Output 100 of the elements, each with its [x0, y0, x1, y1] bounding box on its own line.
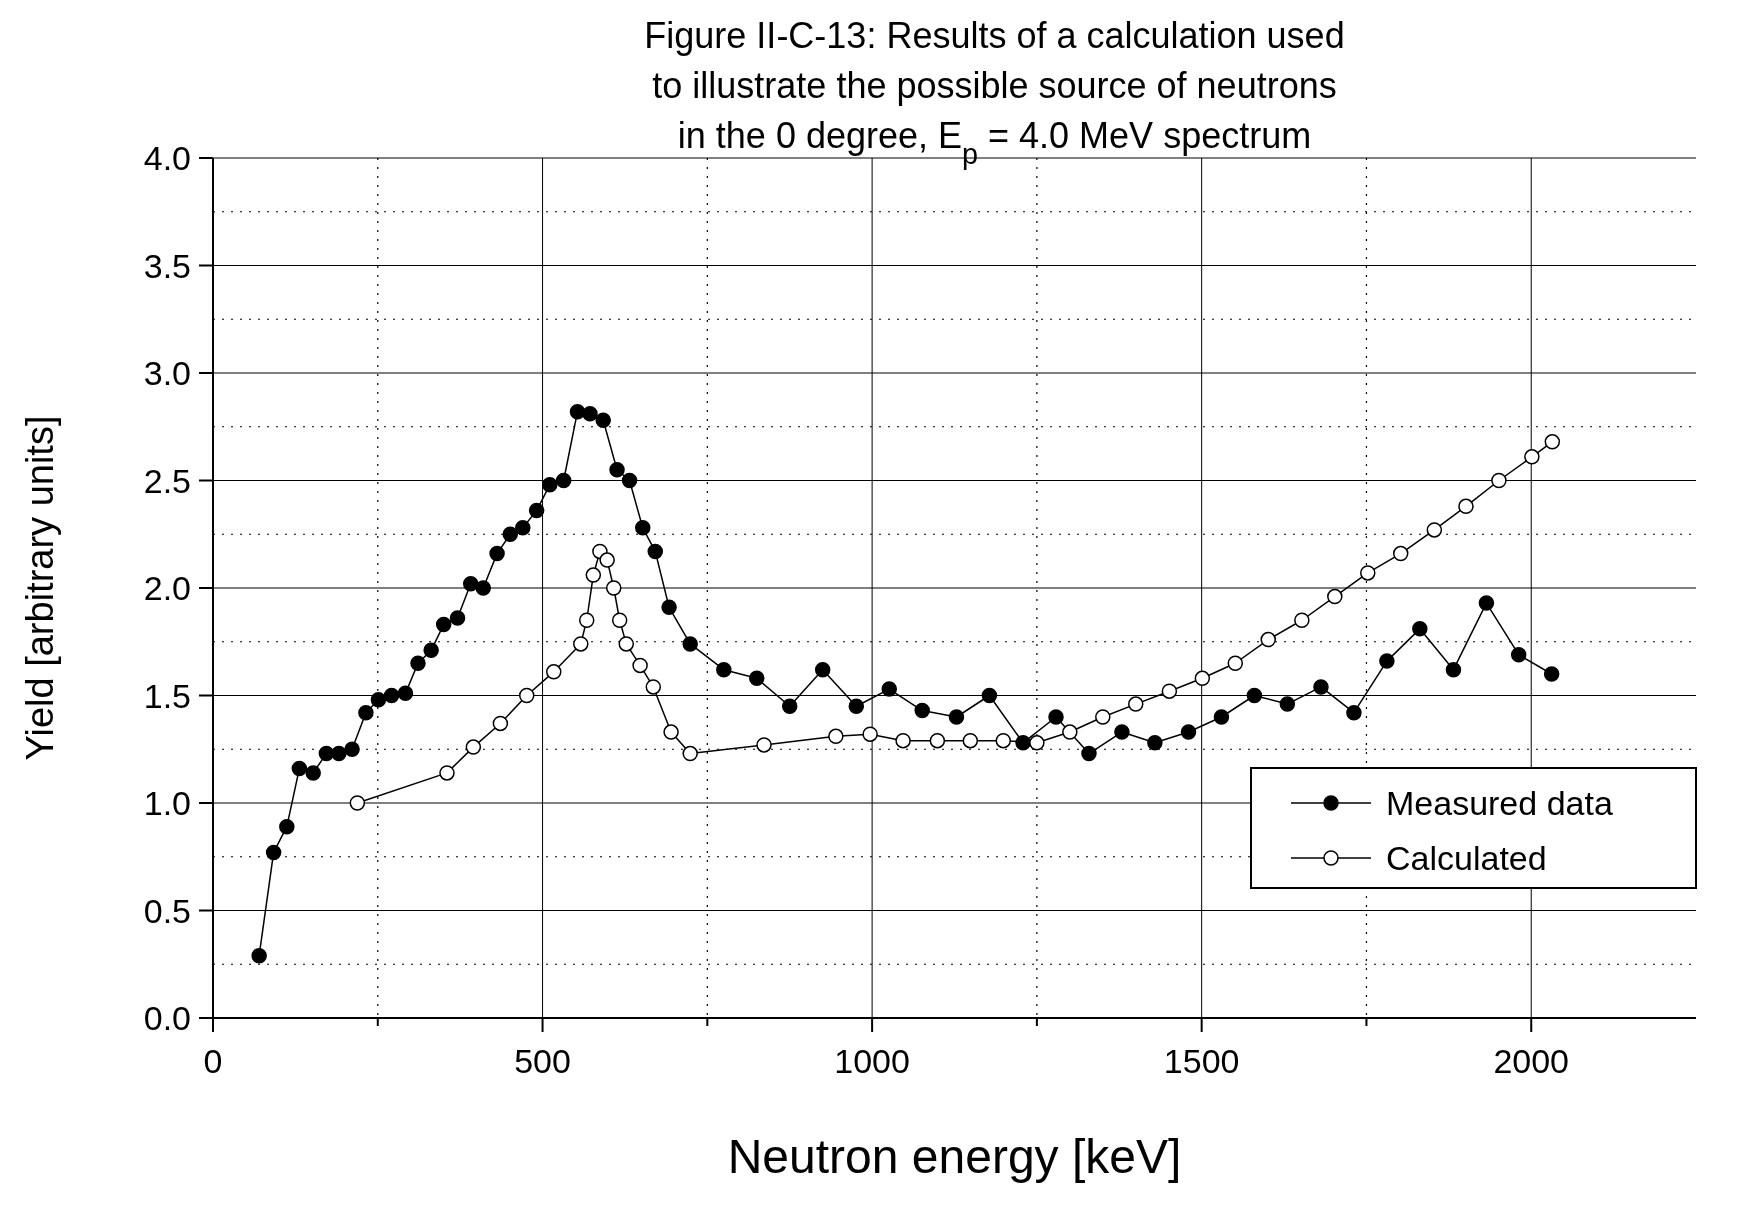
point [645, 679, 662, 695]
point [1213, 709, 1230, 725]
point [1194, 670, 1211, 687]
point [435, 616, 452, 633]
y-tick-label: 0.0 [143, 999, 191, 1037]
point [585, 567, 602, 583]
point [605, 580, 622, 596]
point [914, 702, 930, 719]
point [781, 698, 798, 714]
point [632, 657, 648, 674]
point [1048, 709, 1064, 725]
point [981, 687, 998, 704]
point [621, 472, 638, 489]
point [515, 520, 531, 536]
point [1260, 631, 1276, 648]
point [1227, 655, 1244, 671]
point [462, 575, 479, 592]
point [305, 765, 321, 781]
point [1360, 565, 1376, 581]
x-tick-label: 1500 [1163, 1042, 1240, 1080]
point [410, 655, 426, 671]
point [542, 477, 558, 493]
point [828, 728, 844, 745]
point [518, 687, 535, 704]
point [573, 636, 589, 652]
legend-label: Measured data [1386, 784, 1613, 822]
point [611, 612, 628, 628]
point [1524, 449, 1540, 465]
point [895, 732, 911, 749]
point [647, 543, 664, 560]
point [291, 760, 308, 777]
point [331, 745, 347, 762]
y-tick-label: 4.0 [143, 139, 191, 177]
point [489, 545, 505, 562]
point [1543, 666, 1560, 682]
point [1510, 646, 1527, 663]
point [1114, 724, 1130, 740]
point [1426, 522, 1443, 538]
point [383, 687, 400, 704]
point [465, 739, 482, 755]
point [475, 580, 491, 596]
chart-title: Figure II-C-13: Results of a calculation used to illustrate the possible source of neutrons in the 0 degree, E$_{p}$ = 4.0 MeV spectrum [644, 15, 1345, 170]
point [1180, 724, 1197, 740]
point [555, 472, 572, 489]
point [929, 732, 946, 749]
point [749, 670, 765, 687]
point [1062, 724, 1078, 740]
x-tick-label: 500 [514, 1042, 571, 1080]
point [449, 610, 466, 626]
y-axis-title: Yield [arbitrary units] [19, 415, 61, 761]
point [1029, 735, 1045, 751]
point [634, 520, 651, 536]
x-axis-title: Neutron energy [keV] [727, 1130, 1182, 1183]
point [492, 715, 509, 732]
y-tick-label: 2.0 [143, 569, 191, 607]
point [1445, 661, 1462, 678]
point [1313, 679, 1329, 695]
point [1346, 704, 1362, 721]
point [1128, 696, 1144, 712]
point [716, 661, 732, 678]
y-tick-label: 2.5 [143, 461, 191, 500]
y-tick-label: 0.5 [143, 891, 191, 930]
point [618, 636, 635, 652]
point [1095, 709, 1111, 725]
y-tick-label: 1.0 [143, 784, 191, 822]
point [1392, 545, 1409, 562]
y-tick-label: 3.0 [143, 354, 191, 392]
point [1279, 696, 1296, 712]
point [862, 726, 878, 742]
x-tick-label: 2000 [1493, 1042, 1570, 1080]
point [439, 765, 455, 781]
point [502, 526, 519, 542]
y-tick-label: 1.5 [143, 676, 191, 715]
point [1412, 621, 1428, 637]
point [962, 732, 979, 749]
point [397, 685, 414, 702]
point [948, 709, 965, 725]
point [279, 818, 295, 835]
point [569, 403, 586, 420]
point [349, 795, 366, 811]
point [682, 745, 698, 762]
point [663, 724, 679, 740]
point [599, 552, 615, 568]
point [1458, 498, 1474, 515]
point [814, 661, 831, 678]
point [682, 636, 698, 652]
point [1491, 472, 1507, 489]
point [370, 692, 387, 708]
y-tick-label: 3.5 [143, 246, 191, 285]
legend-label: Calculated [1386, 839, 1547, 877]
point [582, 406, 598, 422]
point [423, 642, 439, 659]
point [265, 844, 282, 861]
point [1544, 434, 1561, 450]
point [1147, 735, 1163, 751]
point [1081, 745, 1097, 762]
point [528, 502, 545, 519]
point [1294, 612, 1310, 628]
point [995, 732, 1012, 749]
point [1379, 653, 1395, 669]
